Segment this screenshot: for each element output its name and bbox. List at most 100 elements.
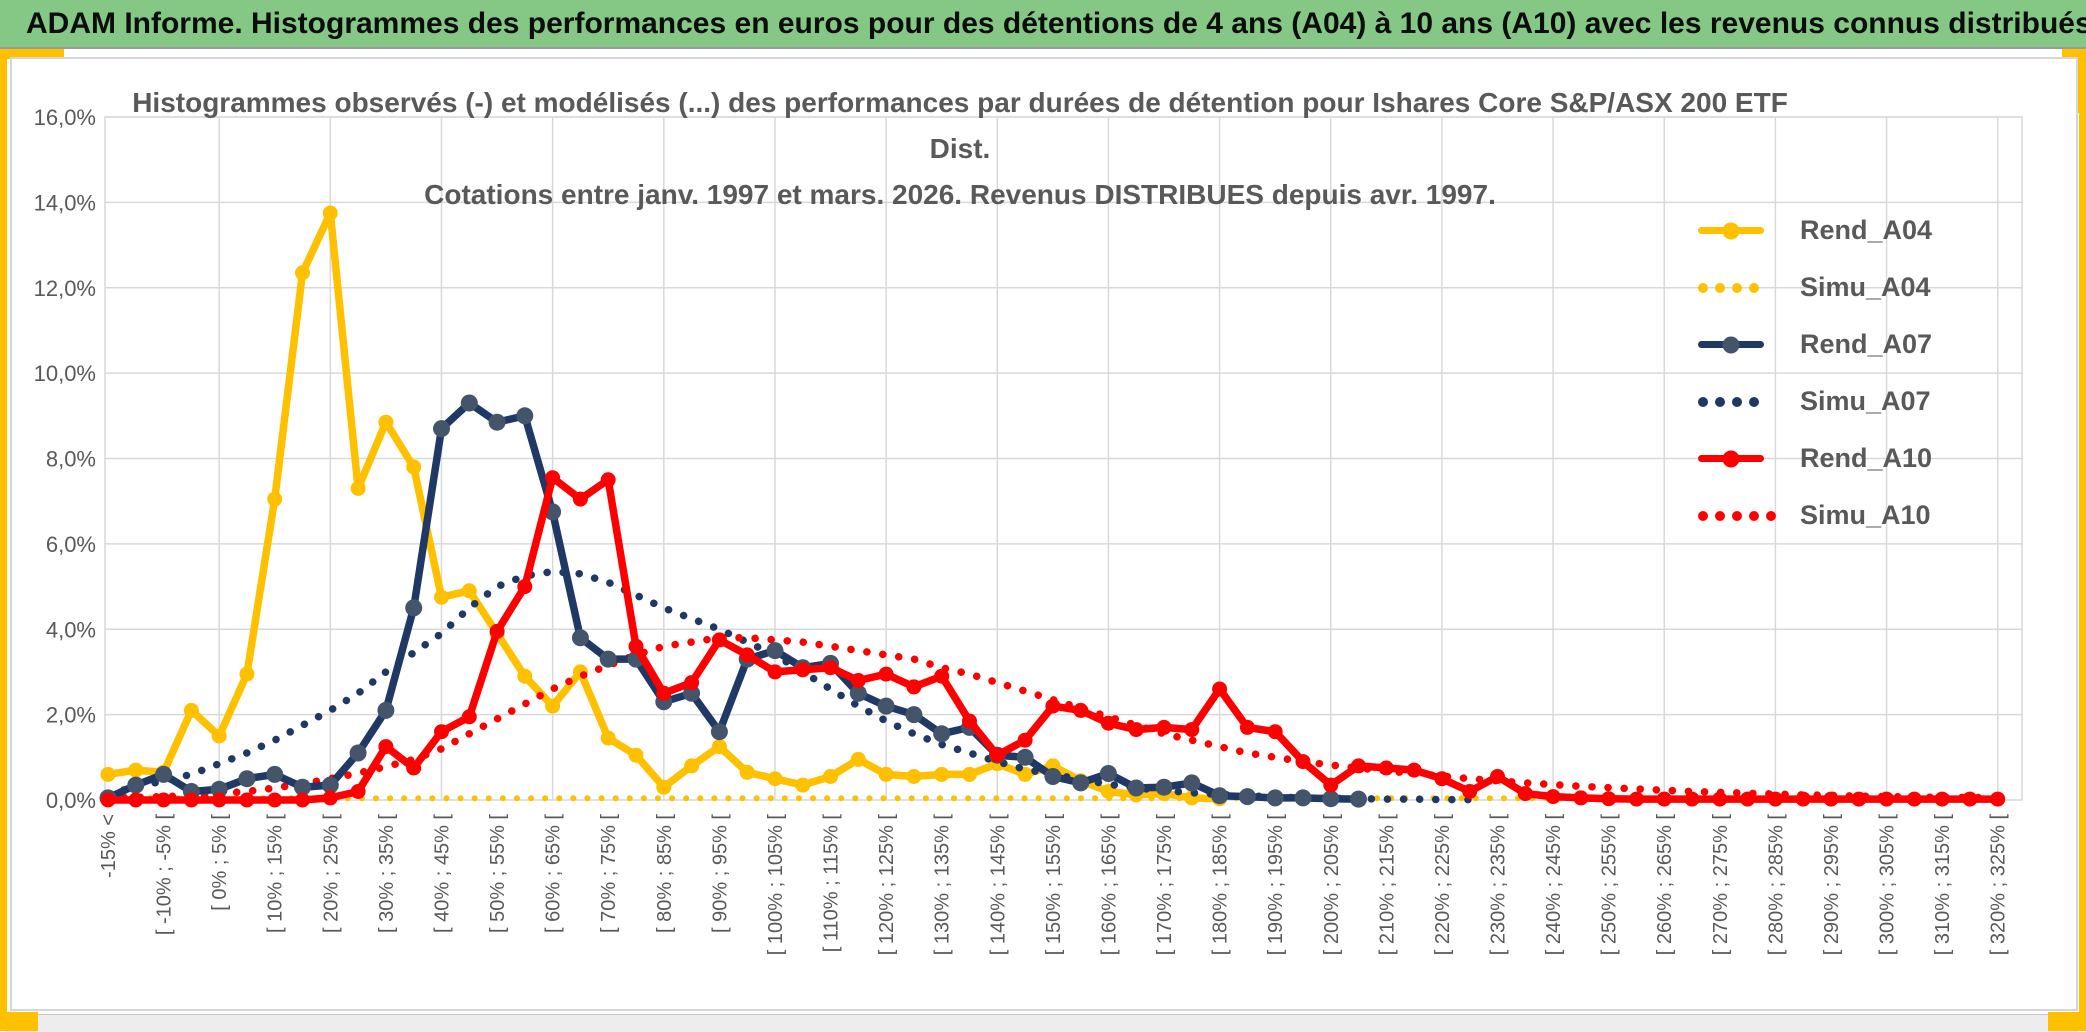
series-marker-Rend_A10 [1962, 791, 1978, 807]
legend-item-simu-a04[interactable]: Simu_A04 [1698, 259, 1932, 316]
x-axis-label: [ 220% ; 225% [ [1432, 814, 1454, 956]
series-marker-Rend_A04 [295, 265, 310, 281]
x-axis-label: [ 40% ; 45% [ [431, 814, 453, 933]
x-axis-label: [ 300% ; 305% [ [1877, 814, 1899, 956]
legend-label: Rend_A04 [1800, 215, 1933, 245]
x-axis-label: [ 170% ; 175% [ [1154, 814, 1176, 956]
solid-line-marker-icon [1698, 222, 1794, 239]
series-marker-Rend_A10 [406, 760, 422, 776]
y-axis-label: 12,0% [34, 276, 96, 301]
series-marker-Rend_A10 [128, 792, 144, 808]
series-marker-Rend_A07 [405, 599, 423, 617]
series-marker-Rend_A04 [739, 764, 755, 780]
series-marker-Rend_A07 [1238, 788, 1256, 806]
dotted-line-marker-icon [1698, 396, 1794, 407]
series-marker-Rend_A10 [795, 662, 811, 678]
series-marker-Rend_A07 [1211, 787, 1229, 805]
y-axis-label: 0,0% [46, 788, 96, 813]
chart-frame[interactable] [10, 57, 2078, 1011]
series-marker-Rend_A10 [878, 666, 894, 682]
gold-accent-top-left [0, 49, 64, 59]
solid-line-marker-icon [1698, 450, 1794, 467]
series-marker-Rend_A04 [962, 766, 977, 782]
series-marker-Rend_A10 [267, 792, 283, 808]
x-axis-label: [ 100% ; 105% [ [765, 814, 787, 956]
series-marker-Rend_A04 [878, 766, 894, 782]
series-marker-Rend_A04 [267, 491, 283, 507]
x-axis-label: [ 30% ; 35% [ [376, 814, 398, 933]
series-marker-Rend_A10 [489, 623, 505, 639]
legend-item-simu-a10[interactable]: Simu_A10 [1698, 487, 1932, 544]
series-marker-Rend_A04 [183, 702, 199, 718]
series-marker-Rend_A10 [295, 792, 310, 808]
series-marker-Rend_A10 [545, 470, 561, 486]
series-marker-Rend_A10 [600, 472, 616, 488]
x-axis-label: [ 240% ; 245% [ [1543, 814, 1565, 956]
legend-label: Rend_A10 [1800, 443, 1933, 473]
series-marker-Rend_A07 [433, 420, 450, 438]
series-marker-Rend_A10 [1545, 789, 1561, 805]
x-axis-label: [ 190% ; 195% [ [1265, 814, 1287, 956]
series-marker-Rend_A07 [571, 629, 589, 647]
series-marker-Rend_A10 [1045, 698, 1061, 714]
x-axis-label: [ 70% ; 75% [ [598, 814, 620, 933]
series-marker-Rend_A07 [210, 780, 228, 798]
series-marker-Rend_A07 [1016, 748, 1034, 766]
series-marker-Rend_A07 [1044, 768, 1062, 785]
series-marker-Rend_A07 [238, 770, 256, 788]
legend-item-simu-a07[interactable]: Simu_A07 [1698, 373, 1932, 430]
y-axis-label: 2,0% [46, 703, 96, 728]
y-axis-label: 16,0% [34, 105, 96, 130]
series-marker-Rend_A10 [183, 792, 199, 808]
series-marker-Rend_A10 [1795, 791, 1811, 807]
series-marker-Rend_A10 [1684, 791, 1700, 807]
legend-label: Simu_A10 [1800, 500, 1931, 530]
series-marker-Rend_A04 [100, 766, 116, 782]
series-marker-Rend_A10 [211, 792, 227, 808]
x-axis-label: -15% < [98, 814, 120, 878]
series-marker-Rend_A07 [1183, 774, 1201, 792]
series-marker-Rend_A10 [517, 579, 533, 595]
series-marker-Rend_A10 [1851, 791, 1867, 807]
bottom-strip [7, 1014, 2079, 1032]
series-marker-Rend_A04 [628, 747, 644, 763]
series-marker-Rend_A10 [850, 673, 866, 688]
series-marker-Rend_A04 [128, 762, 144, 778]
series-marker-Rend_A07 [1266, 789, 1284, 807]
legend-item-rend-a07[interactable]: Rend_A07 [1698, 316, 1932, 373]
x-axis-label: [ 290% ; 295% [ [1821, 814, 1843, 956]
series-marker-Rend_A04 [823, 769, 838, 784]
series-marker-Rend_A07 [766, 642, 784, 660]
x-axis-label: [ 320% ; 325% [ [1988, 814, 2010, 956]
legend-label: Simu_A07 [1800, 386, 1931, 416]
series-marker-Rend_A04 [600, 730, 616, 746]
series-marker-Rend_A07 [294, 778, 311, 796]
legend-item-rend-a04[interactable]: Rend_A04 [1698, 202, 1932, 259]
legend-label: Simu_A04 [1800, 272, 1931, 302]
y-axis-label: 4,0% [46, 617, 96, 642]
series-marker-Rend_A07 [460, 394, 478, 412]
series-marker-Rend_A10 [1239, 719, 1255, 735]
series-marker-Rend_A07 [933, 725, 951, 743]
series-marker-Rend_A07 [321, 776, 339, 794]
series-marker-Rend_A07 [1099, 765, 1117, 782]
series-marker-Rend_A10 [434, 724, 449, 740]
page-title: ADAM Informe. Histogrammes des performan… [26, 6, 2086, 40]
x-axis-label: [ 150% ; 155% [ [1043, 814, 1065, 956]
series-marker-Rend_A07 [1322, 790, 1340, 808]
series-marker-Rend_A04 [350, 480, 366, 496]
series-marker-Rend_A04 [850, 751, 866, 767]
series-marker-Rend_A10 [1490, 769, 1505, 784]
legend-item-rend-a10[interactable]: Rend_A10 [1698, 430, 1932, 487]
series-marker-Rend_A10 [378, 739, 394, 755]
series-marker-Rend_A10 [711, 632, 727, 648]
x-axis-label: [ 60% ; 65% [ [543, 814, 565, 933]
series-marker-Rend_A10 [1712, 791, 1728, 807]
series-marker-Rend_A10 [1017, 732, 1033, 748]
x-axis-label: [ 250% ; 255% [ [1599, 814, 1621, 956]
series-marker-Rend_A07 [266, 765, 284, 783]
series-marker-Rend_A10 [1573, 790, 1589, 806]
series-marker-Rend_A04 [711, 739, 727, 755]
series-marker-Rend_A07 [1127, 779, 1145, 797]
